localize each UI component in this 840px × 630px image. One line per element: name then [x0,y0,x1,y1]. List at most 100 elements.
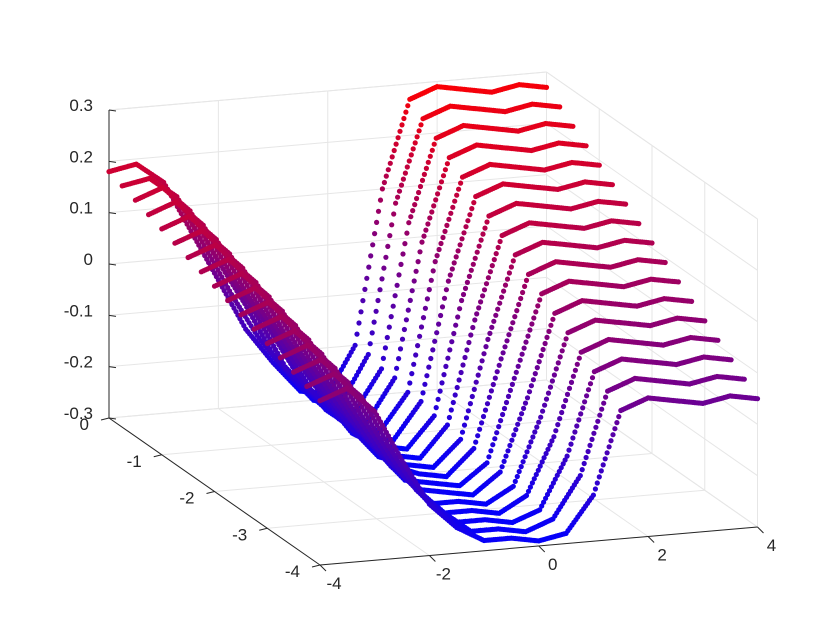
data-point [422,381,428,387]
data-point [368,253,374,259]
data-point [393,141,399,147]
data-point [549,438,555,444]
data-point [460,362,466,368]
data-point [434,330,440,336]
data-point [430,347,436,353]
grid-line [214,453,653,492]
data-point [518,295,524,302]
data-point [354,331,360,337]
x-tick-label: 2 [657,546,666,565]
data-point [383,173,389,179]
data-point [564,391,571,397]
data-point [489,263,495,269]
data-point [553,366,559,372]
data-point [481,287,488,293]
data-point [405,103,411,109]
data-point [425,159,431,165]
data-point [458,369,464,376]
data-point [501,458,507,464]
data-point [479,420,485,426]
data-point [402,241,408,247]
data-point [541,455,547,461]
data-point [520,289,526,296]
data-point [590,492,597,498]
data-point [539,459,545,465]
data-point [563,397,569,404]
data-point [428,277,434,283]
data-point [526,389,533,395]
data-point [358,309,364,315]
data-point [399,122,405,128]
data-point [432,338,438,344]
y-tick [153,454,162,458]
data-point [596,162,602,168]
data-point [428,355,434,362]
data-point [564,453,570,459]
z-tick [108,366,117,369]
data-point [754,396,761,402]
grid-line [108,276,547,316]
data-point [443,287,449,293]
data-point [427,215,433,221]
data-point [387,160,393,166]
data-point [397,346,404,352]
data-point [490,442,496,448]
data-point [483,344,489,350]
data-point [522,283,528,289]
data-point [549,378,556,384]
data-point [546,328,552,334]
data-point [540,346,546,353]
data-point [458,180,464,186]
data-point [591,430,597,436]
data-point [474,249,480,255]
data-point [367,341,373,347]
z-tick [108,212,117,215]
data-point [404,230,410,236]
data-point [520,459,526,465]
data-point [513,369,519,375]
data-point [379,186,385,192]
data-point [362,286,368,292]
x-tick [647,536,655,543]
data-point [517,416,523,422]
data-point [531,476,537,482]
data-point [373,308,379,314]
data-point [555,422,561,428]
data-point [385,243,391,249]
data-point [496,362,502,368]
data-point [572,429,578,435]
data-point [580,405,586,411]
data-point [414,134,420,140]
data-point [500,350,506,356]
data-point [435,396,441,402]
data-point [594,480,600,486]
data-point [608,438,614,444]
data-point [401,326,407,333]
data-point [436,246,442,253]
data-point [499,294,505,300]
data-point [524,395,531,401]
data-point [536,359,542,365]
data-point [417,333,423,339]
data-point [452,392,458,398]
data-point [484,219,490,225]
data-point [435,191,441,197]
x-tick-label: 0 [548,555,557,574]
data-point [415,343,421,349]
data-point [423,165,429,171]
data-point [406,220,412,226]
data-point [485,336,491,342]
data-point [463,224,469,230]
data-point [407,380,413,386]
data-point [454,384,460,391]
data-point [515,421,521,427]
data-point [462,285,469,291]
data-point [452,198,458,204]
data-point [488,388,494,394]
data-point [418,398,424,405]
data-point [568,379,575,385]
x-tick-label: -2 [436,565,451,584]
data-point [543,396,550,402]
data-point [466,273,472,279]
